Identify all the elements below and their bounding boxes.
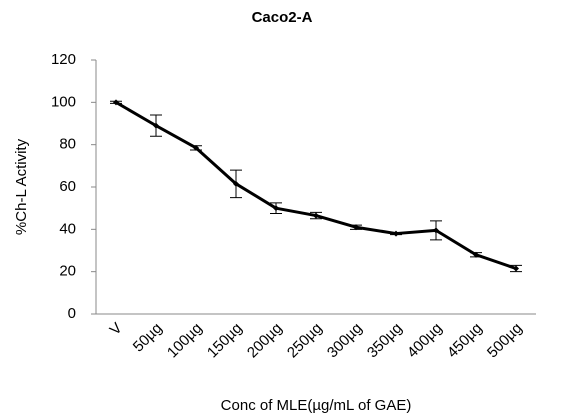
x-tick-label: 350µg — [364, 320, 406, 362]
x-axis-label: Conc of MLE(µg/mL of GAE) — [221, 397, 412, 414]
data-point — [313, 212, 319, 219]
y-tick-label: 20 — [59, 263, 76, 280]
data-point — [513, 265, 519, 272]
x-tick-label: 50µg — [130, 320, 166, 356]
x-tick-label: 400µg — [404, 320, 446, 362]
x-tick-label: 150µg — [204, 320, 246, 362]
data-point — [233, 180, 239, 187]
data-point — [193, 144, 199, 151]
data-point — [433, 227, 439, 234]
x-tick-label: 100µg — [164, 320, 206, 362]
x-tick-label: 200µg — [244, 320, 286, 362]
x-tick-label: 500µg — [484, 320, 526, 362]
x-tick-label: 450µg — [444, 320, 486, 362]
y-axis-label: %Ch-L Activity — [13, 138, 30, 235]
x-tick-label: V — [107, 320, 126, 339]
y-tick-label: 80 — [59, 136, 76, 153]
y-tick-label: 0 — [68, 305, 76, 322]
data-line — [115, 101, 517, 270]
data-point — [473, 251, 479, 258]
y-tick-label: 120 — [51, 51, 76, 68]
x-tick-label: 300µg — [324, 320, 366, 362]
data-point — [113, 99, 119, 106]
chart-title: Caco2-A — [252, 9, 313, 26]
y-tick-label: 100 — [51, 93, 76, 110]
data-point — [273, 205, 279, 212]
data-point — [393, 230, 399, 237]
y-tick-label: 40 — [59, 220, 76, 237]
y-tick-label: 60 — [59, 178, 76, 195]
x-tick-label: 250µg — [284, 320, 326, 362]
data-point — [153, 122, 159, 129]
data-point — [353, 224, 359, 231]
